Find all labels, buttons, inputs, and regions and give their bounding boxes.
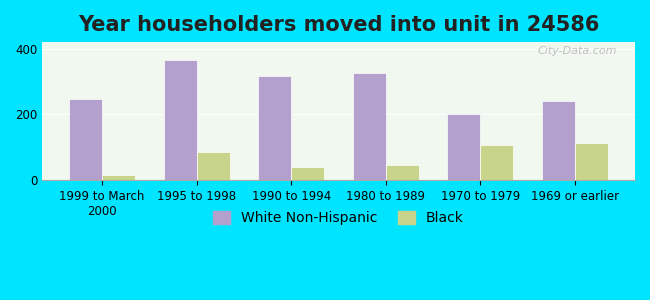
Bar [447,114,480,180]
Text: City-Data.com: City-Data.com [538,46,618,56]
Bar [102,175,135,180]
Bar [164,60,197,180]
Bar [291,167,324,180]
Bar [69,98,102,180]
Bar [258,76,291,180]
Bar [542,100,575,180]
Legend: White Non-Hispanic, Black: White Non-Hispanic, Black [208,206,469,231]
Bar [575,143,608,180]
Bar [197,152,230,180]
Title: Year householders moved into unit in 24586: Year householders moved into unit in 245… [78,15,599,35]
Bar [353,73,386,180]
Bar [480,146,514,180]
Bar [386,165,419,180]
